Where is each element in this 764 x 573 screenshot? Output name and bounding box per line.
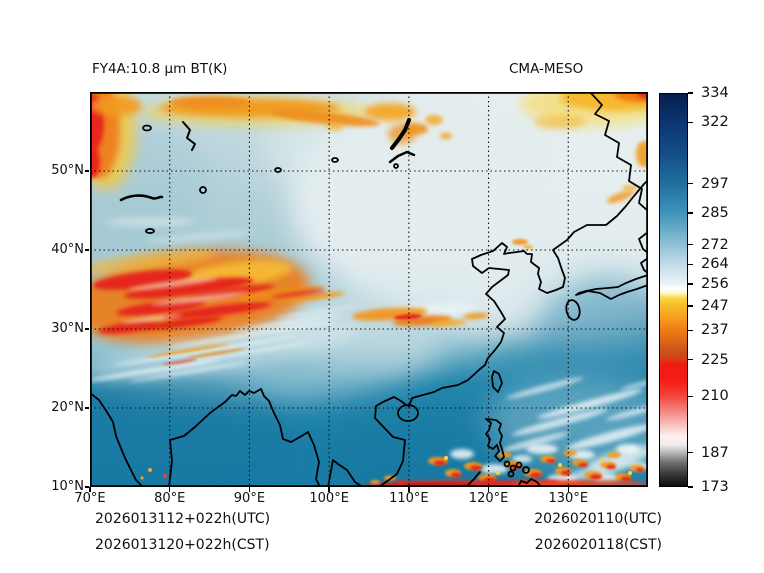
x-tick-label: 100°E <box>309 491 349 506</box>
x-tick-label: 80°E <box>154 491 186 506</box>
coast-india-west <box>90 392 144 487</box>
coast-kyushu <box>565 299 581 321</box>
colorbar-tick-label: 272 <box>701 236 729 253</box>
lake-small <box>274 167 282 173</box>
map-border <box>90 92 648 487</box>
x-tick-mark <box>89 487 91 492</box>
colorbar-tick-label: 237 <box>701 322 729 339</box>
lake-small <box>331 157 339 163</box>
colorbar-tick <box>688 92 693 94</box>
colorbar-tick <box>688 182 693 185</box>
coast-hokkaido <box>638 231 648 274</box>
coast-india-east-myanmar <box>168 388 321 487</box>
valid-time-cst: 2026020118(CST) <box>534 537 662 553</box>
colorbar-gradient <box>660 94 687 486</box>
coast-mindanao <box>517 478 542 487</box>
colorbar-tick <box>688 329 693 332</box>
lake-issyk-kul <box>145 228 155 234</box>
valid-time-utc: 2026020110(UTC) <box>534 511 662 527</box>
colorbar-tick-label: 247 <box>701 297 729 314</box>
init-time-utc: 2026013112+022h(UTC) <box>95 511 271 527</box>
coast-palawan <box>465 471 481 487</box>
colorbar-tick-label: 187 <box>701 444 729 461</box>
colorbar-tick <box>688 305 693 307</box>
y-tick-label: 20°N <box>51 400 84 415</box>
lake-zaysan <box>199 186 207 194</box>
colorbar-tick-label: 322 <box>701 114 729 131</box>
y-tick-label: 30°N <box>51 321 84 336</box>
lake-balkhash <box>119 194 164 202</box>
colorbar-tick <box>688 452 693 454</box>
x-tick-mark <box>248 487 251 492</box>
coast-taiwan <box>491 370 503 393</box>
x-tick-mark <box>408 487 410 492</box>
y-tick-label: 10°N <box>51 479 84 494</box>
x-tick-label: 130°E <box>548 491 589 506</box>
colorbar-tick-label: 173 <box>701 479 729 495</box>
x-tick-label: 90°E <box>233 491 266 506</box>
y-tick-label: 50°N <box>51 163 84 178</box>
coast-visayas <box>509 464 517 472</box>
x-tick-label: 120°E <box>468 491 509 506</box>
colorbar-tick <box>688 121 693 123</box>
coast-hainan <box>397 404 419 422</box>
colorbar-tick-label: 297 <box>701 175 729 192</box>
colorbar-tick <box>688 395 693 398</box>
x-tick-label: 110°E <box>389 491 429 506</box>
colorbar-tick <box>688 244 693 246</box>
plot-title: FY4A:10.8 μm BT(K) <box>92 61 228 77</box>
colorbar-tick-label: 285 <box>701 204 729 221</box>
lake-baikal <box>390 118 411 150</box>
river-siberia <box>182 121 196 151</box>
colorbar-tick <box>688 359 693 361</box>
colorbar-tick <box>688 283 693 285</box>
coast-samar <box>522 466 530 474</box>
coast-visayas <box>515 461 523 469</box>
colorbar-tick <box>688 263 693 265</box>
x-tick-mark <box>487 487 490 492</box>
x-tick-label: 70°E <box>74 491 106 506</box>
colorbar-tick-label: 256 <box>701 275 729 292</box>
coast-visayas <box>503 460 511 468</box>
coast-visayas <box>507 470 515 478</box>
lakes-mongolia <box>388 150 416 164</box>
map-plot <box>90 92 648 487</box>
y-tick-mark <box>84 328 89 330</box>
y-tick-mark <box>84 170 89 172</box>
lake-small <box>393 163 399 169</box>
coast-okhotsk <box>589 92 648 212</box>
coast-gulf-thailand <box>327 459 364 487</box>
grid-lines <box>90 92 648 487</box>
colorbar-tick <box>688 212 693 214</box>
colorbar-tick-label: 210 <box>701 388 729 405</box>
model-label: CMA-MESO <box>509 61 584 77</box>
x-tick-mark <box>328 487 330 492</box>
x-tick-mark <box>168 487 171 492</box>
lake-chany <box>142 124 152 132</box>
colorbar <box>659 93 688 487</box>
colorbar-tick-label: 334 <box>701 85 729 101</box>
coast-honshu <box>575 274 648 300</box>
coast-luzon <box>485 418 505 462</box>
init-time-cst: 2026013120+022h(CST) <box>95 537 270 553</box>
cloud-layers <box>90 92 648 487</box>
y-tick-label: 40°N <box>51 242 84 257</box>
colorbar-tick <box>688 486 693 488</box>
y-tick-mark <box>84 407 89 409</box>
map-svg <box>90 92 648 487</box>
colorbar-tick-label: 225 <box>701 351 729 368</box>
y-tick-mark <box>84 249 89 251</box>
y-tick-mark <box>84 486 89 488</box>
coastlines <box>90 92 648 487</box>
x-tick-mark <box>567 487 570 492</box>
colorbar-tick-label: 264 <box>701 256 729 273</box>
